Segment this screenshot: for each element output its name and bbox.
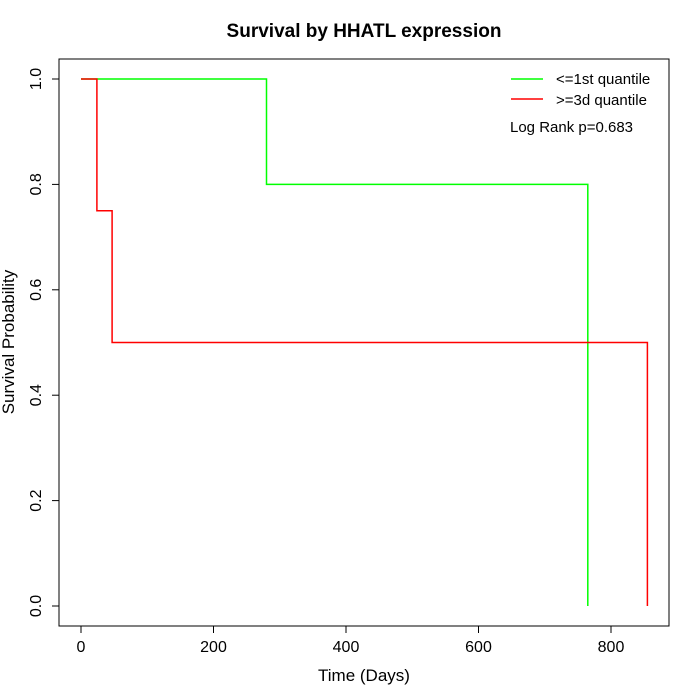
y-tick-label: 0.4 — [28, 384, 45, 406]
x-tick-label: 400 — [333, 639, 360, 656]
y-tick-label: 0.6 — [28, 279, 45, 301]
chart-title: Survival by HHATL expression — [227, 21, 502, 42]
y-tick-label: 1.0 — [28, 68, 45, 90]
y-axis-label: Survival Probability — [0, 269, 18, 414]
y-axis: 0.0 0.2 0.4 0.6 0.8 1.0 — [28, 68, 60, 617]
x-tick-label: 800 — [598, 639, 625, 656]
y-tick-label: 0.0 — [28, 595, 45, 617]
log-rank-annotation: Log Rank p=0.683 — [510, 119, 633, 136]
series-layer — [81, 78, 649, 606]
series-line-1 — [81, 78, 589, 606]
x-tick-label: 0 — [77, 639, 86, 656]
x-axis: 0 200 400 600 800 — [77, 625, 625, 656]
legend-label-series-2: >=3d quantile — [556, 92, 647, 109]
y-tick-label: 0.8 — [28, 173, 45, 195]
x-tick-label: 600 — [465, 639, 492, 656]
y-tick-label: 0.2 — [28, 489, 45, 511]
legend-label-series-1: <=1st quantile — [556, 71, 650, 88]
series-line-2 — [81, 78, 649, 606]
legend: <=1st quantile >=3d quantile — [511, 71, 650, 109]
x-tick-label: 200 — [200, 639, 227, 656]
x-axis-label: Time (Days) — [318, 666, 410, 685]
